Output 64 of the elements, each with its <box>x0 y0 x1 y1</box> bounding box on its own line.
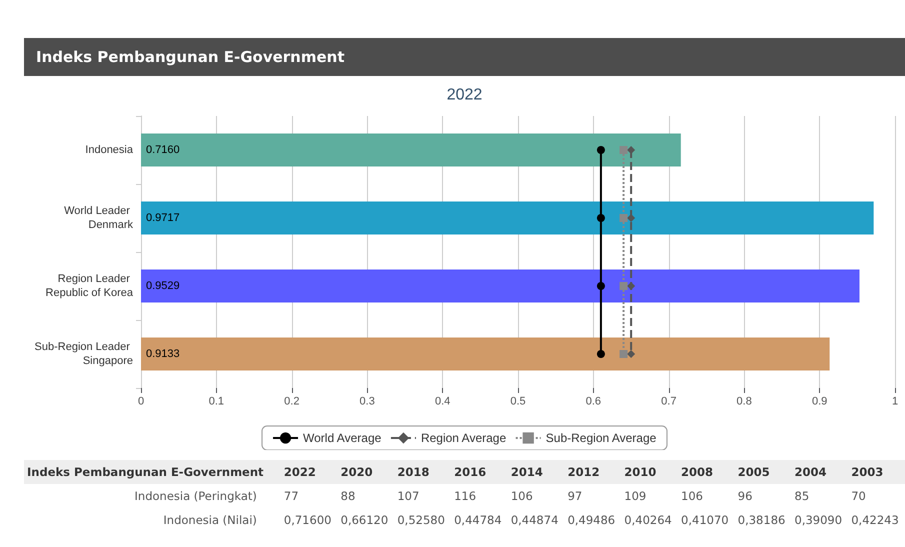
data-label: 0,49486 <box>566 512 616 529</box>
x-tick-label: 0.5 <box>510 396 526 408</box>
bar <box>141 338 830 370</box>
x-tick-label: 2020 <box>338 460 394 484</box>
data-label: 0,41070 <box>680 512 730 529</box>
y-tick-label: Sub-Region Leader Singapore <box>34 341 133 367</box>
data-label: 116 <box>453 488 478 505</box>
x-tick-label: 0.8 <box>736 396 752 408</box>
x-tick-label: 2010 <box>621 460 678 484</box>
x-tick-label: 2018 <box>394 460 452 484</box>
data-label: 0.7160 <box>146 144 180 156</box>
x-tick-label: 0.6 <box>586 396 602 408</box>
data-label: 77 <box>282 488 300 505</box>
data-label: 0,44784 <box>453 512 503 529</box>
data-label: 0,39090 <box>794 512 844 529</box>
data-label: 85 <box>794 488 810 505</box>
x-tick-label: 2004 <box>792 460 848 484</box>
data-label: 0.9717 <box>146 212 180 224</box>
x-tick-label: 0.1 <box>208 396 224 408</box>
chart-title: Indeks Pembangunan E-Government <box>24 38 905 76</box>
data-label: 0,52580 <box>396 512 446 529</box>
legend-label: World Average <box>303 431 382 445</box>
y-tick-label: Indonesia <box>85 144 134 156</box>
x-tick-label: 2003 <box>848 460 905 484</box>
data-label: 106 <box>510 488 534 505</box>
data-label: 96 <box>736 488 754 505</box>
bar <box>141 270 860 302</box>
y-tick-label: Region Leader Republic of Korea <box>46 273 134 299</box>
bar <box>141 134 681 166</box>
data-label: 0,42243 <box>850 512 900 529</box>
legend-label: Sub-Region Average <box>546 431 657 445</box>
data-label: 97 <box>566 488 584 505</box>
text: Indeks Pembangunan E-Government <box>24 460 281 484</box>
data-label: 0,38186 <box>736 512 786 529</box>
data-label: 0.9133 <box>146 348 180 360</box>
y-tick-label: Indonesia (Peringkat) <box>134 488 258 505</box>
data-label: 107 <box>396 488 420 505</box>
x-tick-label: 2016 <box>451 460 508 484</box>
y-tick-label: Indonesia (Nilai) <box>162 512 258 529</box>
y-tick-label: World Leader Denmark <box>64 205 134 231</box>
data-label: 0.9529 <box>146 280 180 292</box>
data-label: 0,66120 <box>340 512 390 529</box>
x-tick-label: 0.4 <box>434 396 450 408</box>
x-tick-label: 2008 <box>678 460 735 484</box>
x-tick-label: 0 <box>138 396 144 408</box>
x-tick-label: 1 <box>892 396 898 408</box>
x-tick-label: 2012 <box>564 460 622 484</box>
data-label: 0,44874 <box>510 512 560 529</box>
x-tick-label: 0.9 <box>812 396 828 408</box>
data-label: 0,71600 <box>282 512 332 529</box>
chart-subtitle: 2022 <box>446 86 482 104</box>
x-tick-label: 2014 <box>508 460 565 484</box>
x-tick-label: 0.2 <box>284 396 300 408</box>
data-label: 88 <box>340 488 356 505</box>
legend-label: Region Average <box>420 431 506 445</box>
data-label: 106 <box>680 488 704 505</box>
data-label: 70 <box>850 488 867 505</box>
data-label: 0,40264 <box>623 512 673 529</box>
x-tick-label: 2005 <box>734 460 792 484</box>
x-tick-label: 0.7 <box>661 396 676 408</box>
bar <box>141 202 874 234</box>
data-label: 109 <box>623 488 648 505</box>
x-tick-label: 2022 <box>280 460 338 484</box>
x-tick-label: 0.3 <box>360 396 375 408</box>
